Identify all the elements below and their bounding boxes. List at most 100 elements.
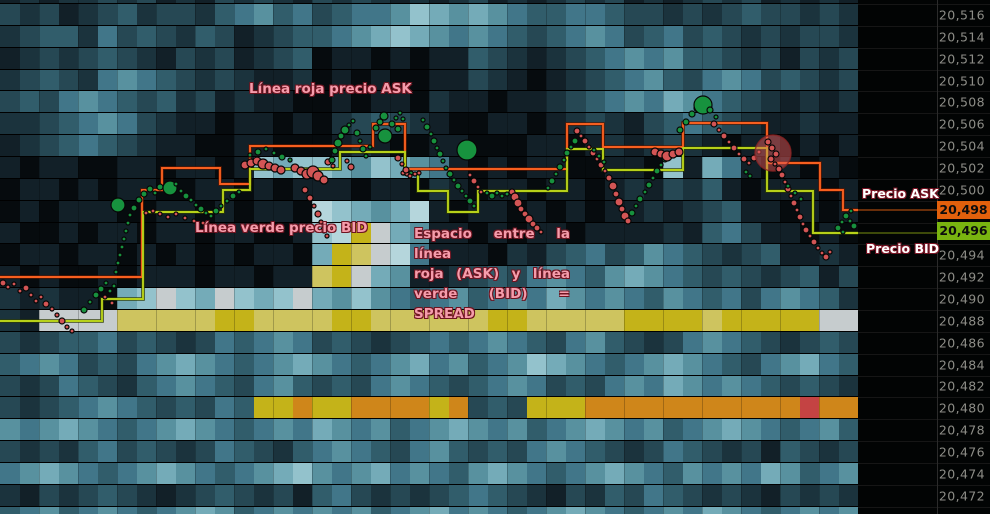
heatmap-cell (0, 266, 20, 288)
heatmap-cell (546, 157, 566, 178)
heatmap-cell (546, 4, 566, 25)
heatmap-cell (429, 484, 449, 506)
heatmap-cell (565, 91, 585, 113)
heatmap-cell (604, 288, 624, 309)
heatmap-row (0, 4, 858, 26)
heatmap-cell (175, 69, 195, 91)
heatmap-cell (39, 47, 59, 69)
heatmap-cell (526, 375, 546, 397)
heatmap-cell (799, 266, 819, 288)
heatmap-cell (390, 441, 410, 462)
heatmap-cell (331, 419, 351, 441)
heatmap-row (0, 419, 858, 442)
heatmap-cell (234, 419, 254, 441)
heatmap-cell (97, 25, 117, 47)
heatmap-cell (78, 69, 98, 91)
heatmap-cell (409, 331, 429, 353)
heatmap-cell (526, 397, 546, 419)
heatmap-cell (409, 91, 429, 113)
heatmap-cell (234, 113, 254, 135)
heatmap-cell (507, 353, 527, 375)
heatmap-cell (604, 113, 624, 135)
heatmap-cell (195, 353, 215, 375)
heatmap-cell (663, 309, 683, 331)
heatmap-cell (351, 244, 371, 266)
heatmap-cell (721, 113, 741, 135)
heatmap-cell (0, 244, 20, 266)
heatmap-cell (253, 244, 273, 266)
heatmap-cell (819, 441, 839, 462)
heatmap-cell (273, 441, 293, 462)
price-axis-label: 20,474 (938, 466, 985, 482)
heatmap-cell (585, 91, 605, 113)
heatmap-cell (838, 288, 858, 309)
heatmap-cell (78, 200, 98, 222)
heatmap-cell (448, 91, 468, 113)
heatmap-cell (819, 0, 839, 4)
heatmap-cell (663, 484, 683, 506)
heatmap-cell (195, 178, 215, 200)
heatmap-cell (214, 375, 234, 397)
heatmap-cell (682, 25, 702, 47)
heatmap-cell (136, 25, 156, 47)
heatmap-cell (214, 441, 234, 462)
heatmap-cell (253, 397, 273, 419)
heatmap-cell (663, 91, 683, 113)
heatmap-cell (682, 91, 702, 113)
price-axis-label: 20,482 (938, 378, 985, 394)
heatmap-cell (0, 288, 20, 309)
heatmap-cell (799, 69, 819, 91)
heatmap-row (0, 441, 858, 463)
heatmap-cell (448, 397, 468, 419)
heatmap-cell (58, 506, 78, 514)
heatmap-cell (292, 157, 312, 178)
heatmap-cell (721, 4, 741, 25)
heatmap-cell (585, 484, 605, 506)
heatmap-cell (624, 288, 644, 309)
heatmap-cell (136, 244, 156, 266)
heatmap-cell (312, 244, 332, 266)
heatmap-cell (507, 178, 527, 200)
heatmap-cell (546, 375, 566, 397)
heatmap-cell (760, 200, 780, 222)
heatmap-cell (429, 353, 449, 375)
heatmap-cell (448, 419, 468, 441)
heatmap-cell (136, 353, 156, 375)
heatmap-cell (156, 178, 176, 200)
heatmap-cell (429, 4, 449, 25)
heatmap-cell (468, 353, 488, 375)
heatmap-row (0, 113, 858, 136)
heatmap-cell (97, 4, 117, 25)
heatmap-cell (156, 222, 176, 244)
heatmap-cell (195, 244, 215, 266)
heatmap-cell (117, 266, 137, 288)
heatmap-cell (195, 69, 215, 91)
heatmap-cell (643, 441, 663, 462)
heatmap-cell (214, 69, 234, 91)
heatmap-cell (780, 178, 800, 200)
heatmap-cell (331, 288, 351, 309)
heatmap-cell (312, 47, 332, 69)
heatmap-cell (565, 25, 585, 47)
heatmap-cell (604, 353, 624, 375)
heatmap-cell (468, 375, 488, 397)
heatmap-cell (117, 353, 137, 375)
heatmap-cell (0, 397, 20, 419)
heatmap-cell (19, 69, 39, 91)
heatmap-cell (546, 113, 566, 135)
heatmap-cell (546, 25, 566, 47)
heatmap-cell (78, 244, 98, 266)
heatmap-cell (663, 200, 683, 222)
heatmap-cell (585, 178, 605, 200)
heatmap-cell (39, 157, 59, 178)
heatmap-cell (838, 4, 858, 25)
heatmap-cell (351, 69, 371, 91)
heatmap-cell (780, 266, 800, 288)
heatmap-cell (136, 135, 156, 157)
heatmap-cell (780, 288, 800, 309)
heatmap-cell (780, 484, 800, 506)
heatmap-cell (78, 375, 98, 397)
heatmap-cell (741, 47, 761, 69)
heatmap-cell (721, 375, 741, 397)
heatmap-cell (351, 419, 371, 441)
